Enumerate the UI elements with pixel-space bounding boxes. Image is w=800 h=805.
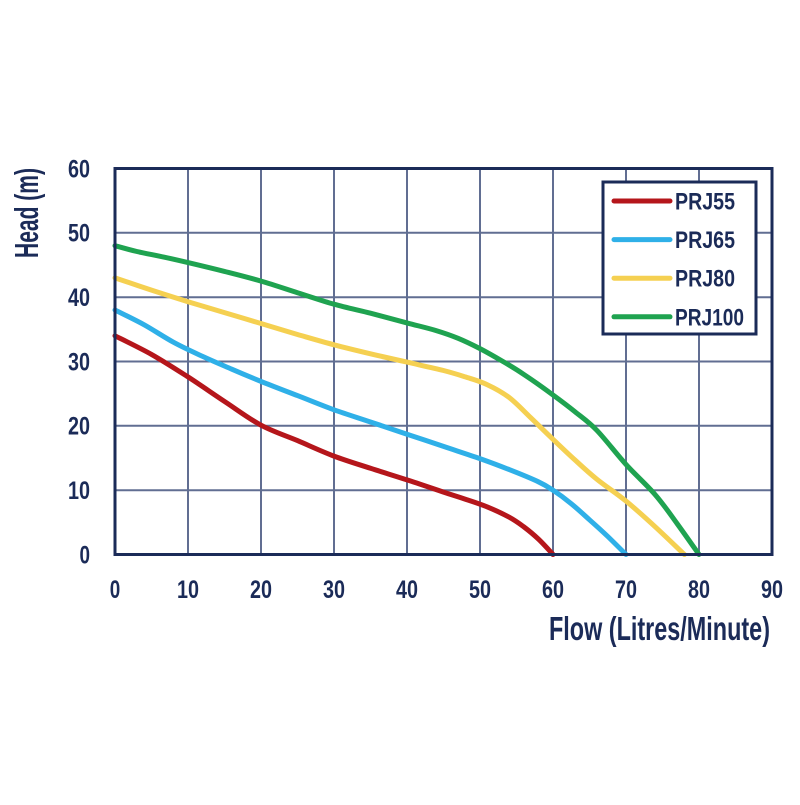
- svg-text:50: 50: [68, 220, 90, 248]
- svg-text:30: 30: [323, 576, 345, 604]
- svg-text:60: 60: [542, 576, 564, 604]
- svg-text:0: 0: [80, 541, 91, 569]
- svg-text:50: 50: [469, 576, 491, 604]
- svg-text:90: 90: [761, 576, 783, 604]
- svg-text:10: 10: [177, 576, 199, 604]
- svg-text:PRJ100: PRJ100: [675, 304, 744, 331]
- svg-text:20: 20: [68, 413, 90, 441]
- svg-text:20: 20: [250, 576, 272, 604]
- svg-text:10: 10: [68, 477, 90, 505]
- svg-text:Flow (Litres/Minute): Flow (Litres/Minute): [549, 610, 770, 647]
- svg-text:Head (m): Head (m): [8, 168, 45, 258]
- svg-text:80: 80: [688, 576, 710, 604]
- svg-text:60: 60: [68, 155, 90, 183]
- svg-text:30: 30: [68, 348, 90, 376]
- svg-text:0: 0: [110, 576, 121, 604]
- svg-text:70: 70: [615, 576, 637, 604]
- svg-text:PRJ65: PRJ65: [675, 227, 735, 254]
- svg-text:40: 40: [68, 284, 90, 312]
- svg-text:40: 40: [396, 576, 418, 604]
- svg-text:PRJ55: PRJ55: [675, 189, 735, 216]
- svg-text:PRJ80: PRJ80: [675, 266, 735, 293]
